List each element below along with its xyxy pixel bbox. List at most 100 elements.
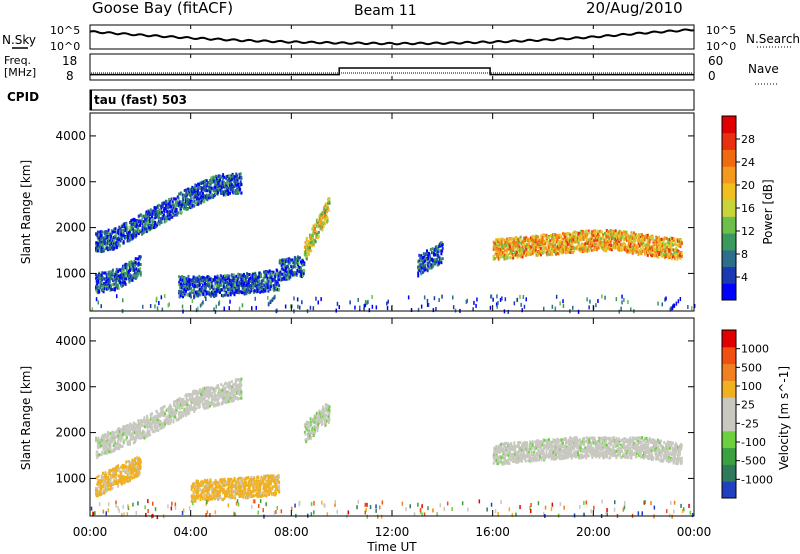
data-cell [271, 278, 274, 282]
data-cell [194, 195, 197, 199]
data-cell [112, 444, 115, 448]
data-cell [102, 288, 105, 292]
data-cell [186, 198, 189, 202]
data-cell [132, 274, 135, 277]
data-cell [589, 246, 592, 250]
data-cell [242, 286, 245, 290]
data-cell [143, 416, 146, 420]
data-cell [205, 389, 208, 393]
data-cell [215, 304, 217, 309]
data-cell [587, 241, 589, 245]
data-cell [190, 202, 193, 206]
data-cell [129, 276, 132, 280]
data-cell [610, 232, 613, 236]
data-cell [161, 307, 164, 312]
data-cell [499, 247, 501, 251]
data-cell [234, 182, 237, 186]
data-cell [505, 248, 508, 252]
data-cell [144, 423, 147, 427]
data-cell [245, 292, 248, 296]
data-cell [186, 207, 189, 211]
data-cell [435, 260, 438, 264]
data-cell [495, 246, 498, 250]
data-cell [666, 242, 669, 246]
data-cell [174, 411, 177, 415]
data-cell [648, 236, 651, 240]
data-cell [169, 405, 172, 409]
data-cell [660, 248, 662, 252]
data-cell [297, 265, 300, 269]
data-cell [134, 431, 136, 435]
data-cell [497, 248, 500, 252]
data-cell [230, 176, 233, 180]
data-cell [108, 239, 111, 243]
data-cell [135, 267, 138, 271]
data-cell [543, 234, 546, 238]
data-cell [118, 434, 121, 438]
data-cell [205, 179, 208, 183]
data-cell [133, 268, 136, 272]
data-cell [642, 241, 645, 245]
data-cell [441, 249, 444, 253]
data-cell [189, 282, 192, 286]
data-cell [288, 268, 291, 272]
data-cell [220, 293, 223, 297]
data-cell [164, 412, 167, 416]
data-cell [125, 277, 128, 281]
data-cell [507, 247, 510, 251]
data-cell [149, 226, 152, 230]
data-cell [182, 197, 185, 201]
data-cell [654, 242, 657, 246]
data-cell [283, 273, 286, 277]
data-cell [127, 424, 130, 428]
data-cell [646, 244, 649, 247]
data-cell [181, 283, 184, 287]
data-cell [137, 430, 140, 434]
data-cell [605, 246, 608, 250]
data-cell [153, 206, 156, 210]
data-cell [607, 230, 610, 234]
data-cell [181, 295, 184, 299]
data-cell [559, 301, 561, 306]
data-cell [619, 234, 622, 238]
data-cell [134, 218, 136, 222]
data-cell [541, 240, 544, 244]
data-cell [108, 280, 111, 284]
data-cell [670, 243, 673, 247]
data-cell [604, 236, 607, 240]
data-cell [235, 189, 238, 192]
data-cell [254, 282, 257, 286]
data-cell [102, 241, 104, 245]
data-cell [256, 282, 259, 286]
data-cell [156, 215, 159, 219]
data-cell [180, 410, 182, 414]
data-cell [662, 240, 665, 244]
data-cell [506, 241, 509, 244]
data-cell [192, 401, 195, 405]
data-cell [187, 203, 190, 206]
data-cell [173, 411, 175, 415]
data-cell [590, 248, 593, 252]
data-cell [598, 234, 601, 238]
data-cell [135, 222, 138, 226]
data-cell [192, 278, 195, 282]
data-cell [104, 235, 107, 238]
data-cell [317, 230, 320, 234]
data-cell [156, 223, 159, 227]
data-cell [222, 294, 225, 298]
data-cell [119, 439, 122, 443]
data-cell [440, 252, 443, 256]
data-cell [175, 208, 178, 211]
data-cell [211, 292, 214, 296]
data-cell [423, 295, 426, 300]
data-cell [551, 249, 554, 253]
data-cell [190, 196, 192, 200]
data-cell [524, 254, 527, 258]
data-cell [132, 425, 135, 429]
data-cell [501, 237, 504, 241]
data-cell [548, 249, 550, 253]
data-cell [183, 189, 186, 192]
data-cell [655, 238, 658, 242]
data-cell [357, 297, 359, 302]
data-cell [185, 188, 187, 192]
